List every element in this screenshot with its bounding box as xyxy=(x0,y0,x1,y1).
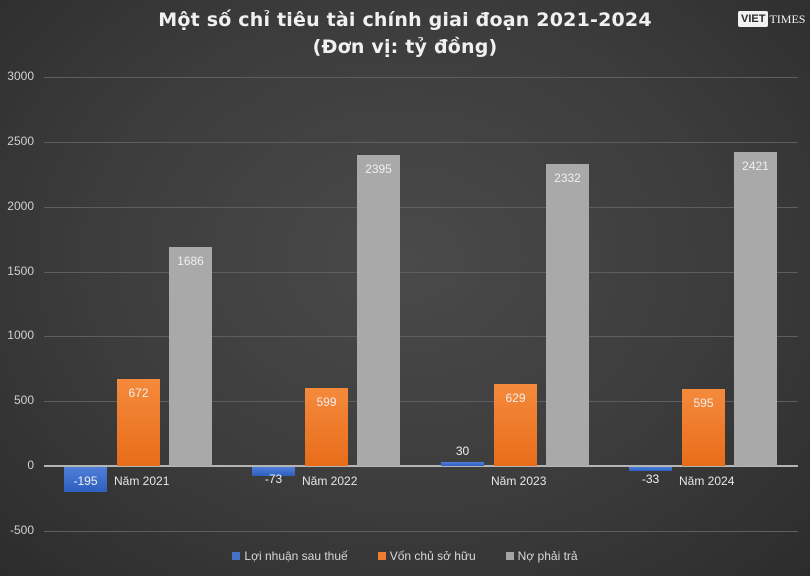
bar-profit xyxy=(252,467,295,477)
logo-secondary: TIMES xyxy=(769,11,806,26)
bar-liabilities xyxy=(169,247,212,466)
legend-item-profit: Lợi nhuận sau thuế xyxy=(232,549,348,563)
data-label: -195 xyxy=(73,474,98,488)
bar-equity xyxy=(117,378,160,466)
legend-item-liabilities: Nợ phải trả xyxy=(505,549,578,563)
bar-profit xyxy=(64,467,107,493)
legend-swatch-gray-icon xyxy=(505,552,514,560)
bar-equity xyxy=(682,388,725,466)
y-tick-label: 1000 xyxy=(7,328,34,343)
y-tick-label: 1500 xyxy=(7,263,34,278)
bar-liabilities xyxy=(734,152,777,466)
legend-swatch-orange-icon xyxy=(377,552,386,560)
legend-swatch-blue-icon xyxy=(232,552,241,560)
gridline xyxy=(44,77,798,78)
bar-equity xyxy=(494,384,537,466)
gridline xyxy=(44,336,798,338)
category-label: Năm 2024 xyxy=(679,474,735,488)
data-label: 2421 xyxy=(742,159,769,174)
y-tick-label: -500 xyxy=(9,522,34,537)
chart-title: Một số chỉ tiêu tài chính giai đoạn 2021… xyxy=(158,9,652,31)
legend-label: Nợ phải trả xyxy=(517,549,578,563)
data-label: 595 xyxy=(693,395,714,410)
data-label: -33 xyxy=(641,472,660,486)
y-tick-label: 2000 xyxy=(7,198,34,213)
data-label: 2395 xyxy=(365,162,392,177)
category-label: Năm 2022 xyxy=(302,474,358,488)
category-label: Năm 2021 xyxy=(114,474,170,488)
bar-profit xyxy=(629,467,672,472)
bar-liabilities xyxy=(546,163,589,466)
legend-label: Lợi nhuận sau thuế xyxy=(244,549,348,563)
data-label: 672 xyxy=(128,385,149,400)
y-tick-label: 2500 xyxy=(7,133,34,148)
logo-main: VIET xyxy=(738,11,769,27)
data-label: 629 xyxy=(505,391,526,406)
gridline xyxy=(44,530,798,532)
gridline xyxy=(44,141,798,143)
bar-equity xyxy=(305,388,348,466)
y-tick-label: 3000 xyxy=(7,69,34,83)
legend: Lợi nhuận sau thuế Vốn chủ sở hữu Nợ phả… xyxy=(0,549,810,563)
gridline xyxy=(44,401,798,403)
data-label: -73 xyxy=(264,472,283,486)
bar-profit xyxy=(441,462,484,466)
category-label: Năm 2023 xyxy=(491,474,547,488)
gridline xyxy=(44,271,798,273)
data-label: 1686 xyxy=(177,254,204,269)
chart-subtitle: (Đơn vị: tỷ đồng) xyxy=(312,36,498,58)
y-tick-label: 500 xyxy=(13,393,34,408)
y-tick-label: 0 xyxy=(27,458,34,472)
data-label: 599 xyxy=(316,395,337,410)
legend-label: Vốn chủ sở hữu xyxy=(389,549,476,563)
data-label: 2332 xyxy=(554,170,581,185)
viettimes-logo: VIET TIMES xyxy=(738,9,805,29)
legend-item-equity: Vốn chủ sở hữu xyxy=(377,549,476,563)
zero-axis-line xyxy=(44,465,798,467)
gridline xyxy=(44,206,798,208)
bar-liabilities xyxy=(357,155,400,466)
data-label: 30 xyxy=(455,444,470,459)
